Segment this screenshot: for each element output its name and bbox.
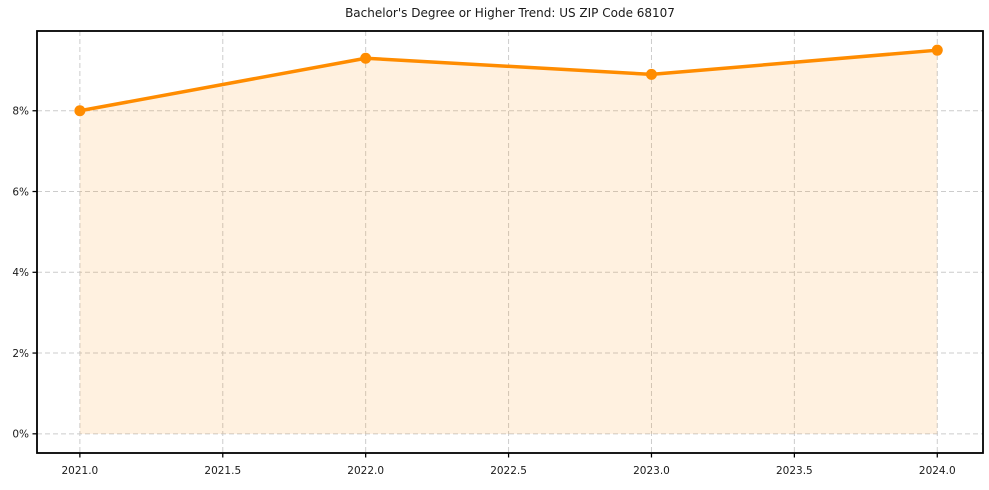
x-tick-label: 2022.5 [490, 465, 527, 477]
y-tick-label: 6% [12, 186, 29, 198]
data-point-marker [645, 68, 657, 80]
plot-border [36, 30, 984, 454]
y-tick-label: 0% [12, 429, 29, 441]
x-tick-label: 2022.0 [347, 465, 384, 477]
data-point-marker [360, 52, 372, 64]
y-tick-label: 4% [12, 267, 29, 279]
data-point-marker [74, 105, 86, 117]
x-tick-label: 2021.0 [61, 465, 98, 477]
data-point-marker [931, 44, 943, 56]
y-tick-label: 8% [12, 106, 29, 118]
y-tick-label: 2% [12, 348, 29, 360]
chart-title: Bachelor's Degree or Higher Trend: US ZI… [345, 6, 675, 20]
x-tick-label: 2021.5 [204, 465, 241, 477]
x-tick-label: 2024.0 [919, 465, 956, 477]
area-fill [79, 50, 938, 434]
x-tick-label: 2023.5 [776, 465, 813, 477]
trend-line [78, 48, 940, 113]
x-tick-label: 2023.0 [633, 465, 670, 477]
